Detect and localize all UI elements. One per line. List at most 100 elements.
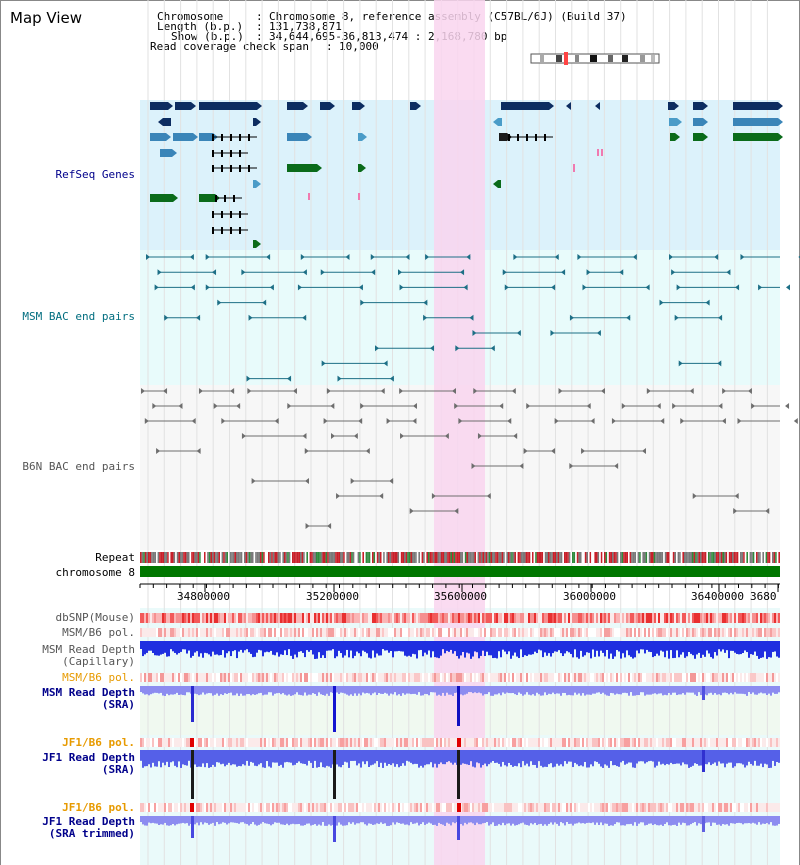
depth-bar	[150, 686, 152, 695]
heat-cell	[310, 673, 312, 682]
heat-cell	[142, 628, 144, 637]
depth-bar	[448, 641, 450, 652]
bac-end-marker	[336, 493, 341, 499]
bac-end-marker	[221, 418, 226, 424]
heat-cell	[712, 628, 714, 637]
depth-bar	[260, 641, 262, 651]
track-label-jf1-pol[interactable]: JF1/B6 pol.	[62, 736, 135, 749]
track-label-repeat[interactable]: Repeat	[95, 551, 135, 564]
heat-cell	[490, 738, 492, 747]
gene-strand-arrow	[549, 102, 554, 110]
bac-end-marker	[423, 314, 428, 321]
repeat-element	[412, 552, 414, 563]
bac-end-marker	[353, 433, 358, 439]
depth-bar	[164, 686, 166, 696]
depth-bar	[202, 816, 204, 825]
repeat-element	[752, 552, 755, 563]
bac-end-marker	[430, 345, 435, 352]
ideogram-band	[640, 55, 645, 62]
heat-cell	[356, 628, 358, 637]
gene-feature	[253, 118, 256, 126]
depth-bar	[574, 750, 576, 763]
heat-cell	[392, 803, 394, 812]
track-label-jf1-depth-sra[interactable]: JF1 Read Depth	[42, 751, 135, 764]
heat-cell	[432, 613, 434, 623]
bac-end-marker	[266, 254, 271, 260]
heat-cell	[394, 803, 396, 812]
ruler-tick-label: 3680	[750, 590, 777, 603]
depth-bar	[412, 641, 414, 654]
track-label-msm-depth-capillary[interactable]: MSM Read Depth	[42, 643, 135, 656]
repeat-element	[228, 552, 230, 563]
position-ruler: 34800000 35200000 35600000 36000000 36400000…	[139, 583, 780, 603]
heat-cell	[180, 613, 182, 623]
depth-bar	[608, 686, 610, 696]
depth-bar	[352, 816, 354, 823]
track-label-dbsnp[interactable]: dbSNP(Mouse)	[55, 611, 135, 624]
depth-bar	[386, 750, 388, 766]
heat-cell	[274, 628, 276, 637]
heat-cell	[308, 738, 310, 747]
track-label-msm-pol[interactable]: MSM/B6 pol.	[62, 626, 135, 639]
depth-bar	[618, 641, 620, 652]
heat-cell	[362, 803, 364, 812]
heat-cell	[254, 613, 256, 623]
repeat-element	[658, 552, 660, 563]
depth-bar	[522, 750, 524, 762]
track-label-msm-depth-sra[interactable]: MSM Read Depth	[42, 686, 135, 699]
bac-end-marker	[678, 360, 683, 367]
track-label-jf1-pol-2[interactable]: JF1/B6 pol.	[62, 801, 135, 814]
heat-cell	[560, 803, 562, 812]
depth-bar	[728, 686, 730, 695]
repeat-element	[408, 552, 411, 563]
heat-cell	[156, 673, 158, 682]
heat-cell	[636, 738, 638, 747]
track-label-b6n-bac[interactable]: B6N BAC end pairs	[22, 460, 135, 473]
track-label-refseq[interactable]: RefSeq Genes	[55, 168, 135, 181]
gene-exon	[221, 150, 223, 157]
heat-cell	[712, 738, 714, 747]
depth-bar	[198, 641, 200, 657]
gene-feature	[150, 102, 168, 110]
heat-cell	[776, 673, 778, 682]
depth-bar	[516, 686, 518, 696]
depth-bar	[158, 750, 160, 762]
depth-bar	[508, 816, 510, 824]
depth-bar	[286, 816, 288, 824]
depth-bar	[268, 686, 270, 693]
depth-bar	[468, 816, 470, 823]
track-label-jf1-depth-trim[interactable]: JF1 Read Depth	[42, 815, 135, 828]
repeat-element	[306, 552, 308, 563]
bac-end-marker	[717, 360, 722, 367]
depth-bar	[776, 686, 778, 694]
heat-cell	[538, 738, 540, 747]
heat-cell	[694, 803, 696, 812]
gene-feature	[733, 102, 778, 110]
depth-bar	[502, 641, 504, 650]
repeat-element	[180, 552, 182, 563]
heat-cell	[494, 613, 496, 623]
heat-cell	[668, 613, 670, 623]
heat-cell	[510, 738, 512, 747]
bac-end-marker	[507, 418, 512, 424]
track-label-msm-bac[interactable]: MSM BAC end pairs	[22, 310, 135, 323]
heat-cell	[302, 738, 304, 747]
repeat-element	[468, 552, 470, 563]
depth-bar	[504, 816, 506, 826]
heat-cell	[464, 738, 466, 747]
repeat-element	[328, 552, 331, 563]
track-label-msm-pol-2[interactable]: MSM/B6 pol.	[62, 671, 135, 684]
depth-bar	[674, 816, 676, 825]
heat-cell	[538, 673, 540, 682]
depth-bar	[264, 816, 266, 824]
heat-cell	[434, 738, 436, 747]
depth-bar	[734, 641, 736, 653]
depth-bar	[232, 641, 234, 652]
gene-strand-arrow	[595, 102, 600, 110]
depth-bar	[308, 816, 310, 824]
depth-bar	[460, 686, 462, 695]
depth-bar	[440, 641, 442, 656]
depth-bar	[270, 816, 272, 826]
heat-cell	[260, 628, 262, 637]
